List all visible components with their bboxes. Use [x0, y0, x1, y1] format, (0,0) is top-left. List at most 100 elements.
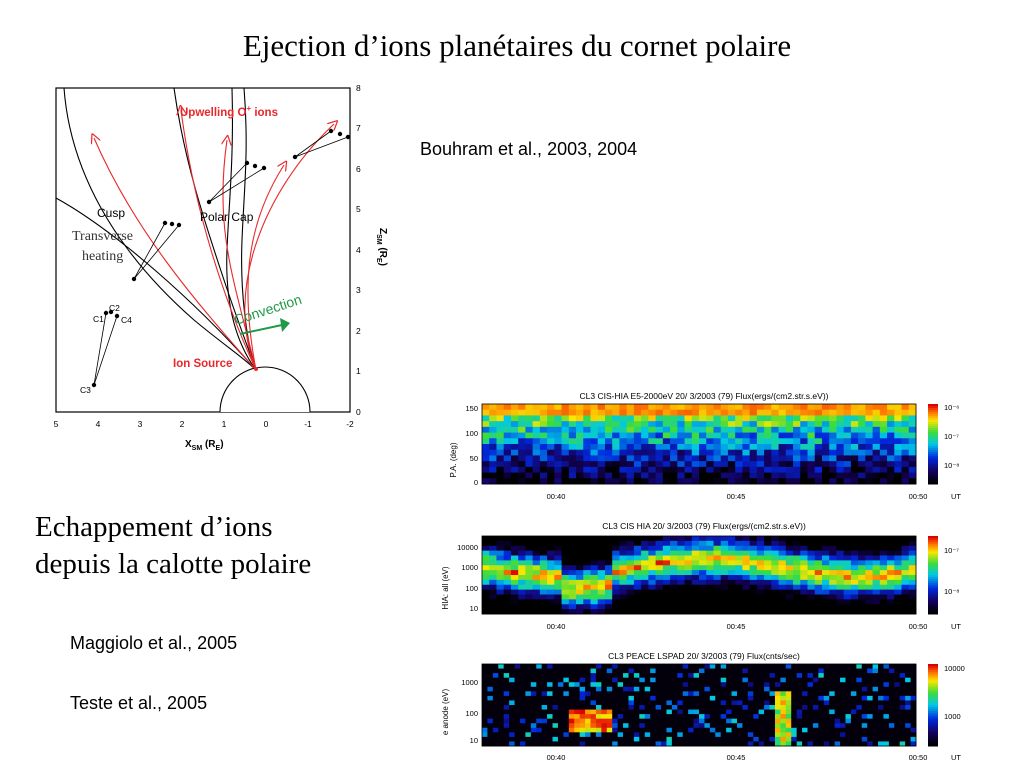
spectrogram-cell — [590, 466, 599, 473]
spectrogram-cell — [791, 705, 798, 710]
spectrogram-cell — [691, 466, 700, 473]
spectrogram-cell — [883, 682, 890, 688]
spectrogram-cell — [568, 444, 577, 451]
spectrogram-cell — [749, 478, 758, 485]
spectrogram-cell — [720, 565, 729, 571]
spectrogram-cell — [878, 664, 884, 669]
colorbar-segment — [928, 696, 938, 700]
spectrogram-cell — [661, 718, 667, 724]
spectrogram-cell — [796, 741, 803, 747]
spectrogram-cell — [758, 682, 765, 688]
colorbar-segment — [928, 592, 938, 595]
spectrogram-cell — [850, 609, 859, 615]
spectrogram-cell — [583, 540, 591, 547]
spectrogram-cell — [747, 732, 754, 738]
spectrogram-cell — [648, 449, 656, 456]
spectrogram-cell — [595, 664, 602, 669]
spectrogram-cell — [699, 478, 707, 485]
spectrogram-cell — [650, 682, 656, 688]
spectrogram-cell — [807, 691, 814, 697]
spectrogram-cell — [850, 404, 859, 411]
spectrogram-cell — [858, 579, 866, 586]
spectrogram-cell — [780, 705, 787, 710]
spectrogram-cell — [539, 609, 548, 615]
spectrogram-cell — [834, 673, 841, 679]
spectrogram-cell — [561, 415, 570, 422]
spectrogram-cell — [836, 584, 845, 591]
spectrogram-cell — [670, 409, 678, 416]
spectrogram-cell — [793, 550, 801, 556]
spectrogram-cell — [525, 579, 534, 586]
spectrogram-cell — [671, 732, 678, 738]
spectrogram-cell — [547, 668, 553, 674]
spectrogram-cell — [633, 599, 642, 605]
spectrogram-cell — [845, 709, 852, 715]
spectrogram-cell — [836, 550, 845, 556]
spectrogram-cell — [713, 409, 722, 416]
spectrogram-cell — [574, 668, 581, 674]
spectrogram-cell — [894, 432, 902, 439]
colorbar-segment — [928, 456, 938, 459]
spectrogram-cell — [908, 550, 917, 556]
spectrogram-cell — [699, 579, 707, 586]
spectrogram-cell — [547, 736, 553, 742]
spectrogram-cell — [905, 736, 911, 742]
spectrogram-cell — [823, 686, 830, 692]
spectrogram-cell — [821, 409, 830, 416]
spectrogram-cell — [547, 673, 553, 679]
spectrogram-cell — [677, 455, 685, 462]
spectrogram-cell — [561, 575, 570, 581]
spectrogram-cell — [585, 700, 591, 706]
spectrogram-cell — [612, 682, 619, 688]
spectrogram-cell — [597, 594, 606, 600]
spectrogram-cell — [894, 594, 902, 600]
spectrogram-cell — [699, 705, 705, 710]
spectrogram-cell — [626, 426, 635, 433]
spectrogram-cell — [661, 741, 667, 747]
spectrogram-cell — [670, 599, 678, 605]
spectrogram-cell — [641, 589, 649, 595]
spectrogram-cell — [541, 727, 548, 733]
spectrogram-cell — [498, 732, 505, 738]
spectrogram-cell — [840, 682, 846, 688]
spectrogram-cell — [568, 691, 575, 697]
spectrogram-cell — [785, 404, 794, 411]
spectrogram-cell — [865, 455, 873, 462]
spectrogram-cell — [482, 466, 490, 473]
spectrogram-cell — [492, 691, 499, 697]
spectrogram-cell — [894, 695, 901, 701]
spectrogram-cell — [644, 677, 651, 683]
spectrogram-cell — [771, 449, 779, 456]
spectrogram-cell — [793, 575, 801, 581]
spectrogram-cell — [606, 695, 613, 701]
spectrogram-cell — [865, 584, 873, 591]
spectrogram-cell — [606, 727, 613, 733]
colorbar-segment — [928, 438, 938, 441]
spectrogram-cell — [648, 565, 656, 571]
spectrogram-cell — [843, 589, 852, 595]
spectrogram-cell — [518, 421, 526, 428]
spectrogram-cell — [576, 426, 584, 433]
spectrogram-cell — [619, 555, 628, 561]
spectrogram-cell — [561, 466, 570, 473]
spectrogram-cell — [910, 700, 917, 706]
spectrogram-cell — [756, 589, 765, 595]
spectrogram-cell — [568, 599, 577, 605]
spectrogram-cell — [888, 714, 895, 720]
spectrogram-cell — [704, 686, 711, 692]
spectrogram-cell — [547, 727, 553, 733]
z-axis-ticks: 0 1 2 3 4 5 6 7 8 — [356, 83, 361, 417]
spectrogram-cell — [771, 404, 779, 411]
spectrogram-cell — [829, 555, 837, 561]
spectrogram-cell — [778, 409, 787, 416]
spectrogram-cell — [601, 686, 608, 692]
spectrogram-cell — [856, 691, 863, 697]
spectrogram-cell — [823, 718, 830, 724]
spectrogram-cell — [612, 421, 620, 428]
spectrogram-cell — [590, 545, 599, 552]
spectrogram-cell — [758, 668, 765, 674]
colorbar-segment — [928, 430, 938, 433]
spectrogram-cell — [836, 599, 845, 605]
spectrogram-cell — [547, 478, 555, 485]
spectrogram-cell — [662, 579, 671, 586]
